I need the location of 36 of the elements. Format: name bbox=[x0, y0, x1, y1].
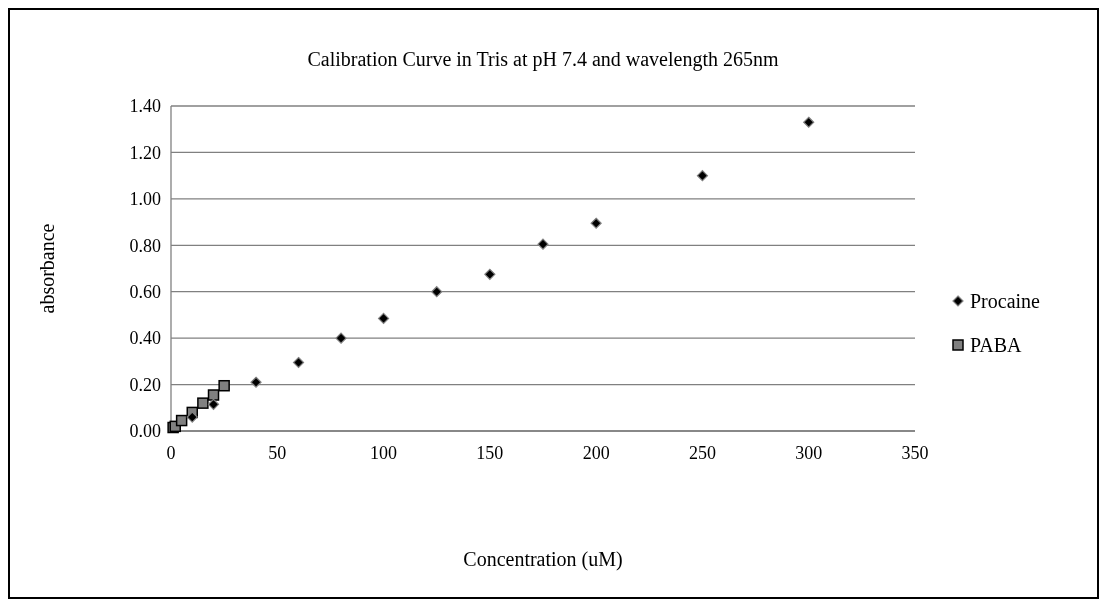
x-tick-label: 150 bbox=[476, 443, 504, 463]
x-tick-label: 0 bbox=[166, 443, 176, 463]
point bbox=[377, 312, 390, 325]
y-tick-label: 1.40 bbox=[129, 96, 161, 117]
y-tick-label: 0.40 bbox=[129, 328, 161, 349]
x-tick-label: 200 bbox=[582, 443, 610, 463]
y-tick-label: 1.00 bbox=[129, 189, 161, 210]
y-tick-label: 0.80 bbox=[129, 235, 161, 256]
x-tick-label: 350 bbox=[901, 443, 929, 463]
point bbox=[803, 116, 815, 128]
point bbox=[175, 414, 188, 427]
point bbox=[218, 379, 230, 392]
point bbox=[292, 356, 305, 369]
point bbox=[197, 397, 209, 409]
x-tick-label: 250 bbox=[688, 443, 716, 463]
point bbox=[207, 389, 220, 401]
legend-label: PABA bbox=[970, 334, 1023, 356]
chart-title: Calibration Curve in Tris at pH 7.4 and wavelength 265nm bbox=[307, 48, 779, 71]
point bbox=[484, 268, 496, 280]
x-tick-label: 100 bbox=[370, 443, 398, 463]
y-tick-label: 1.20 bbox=[129, 142, 161, 163]
point bbox=[250, 376, 262, 388]
y-tick-label: 0.00 bbox=[129, 421, 161, 442]
x-tick-label: 300 bbox=[795, 443, 823, 463]
point bbox=[207, 398, 220, 410]
y-tick-label: 0.20 bbox=[129, 374, 161, 395]
y-axis-title: absorbance bbox=[36, 223, 58, 314]
point bbox=[335, 332, 347, 344]
point bbox=[696, 170, 709, 182]
legend-label: Procaine bbox=[970, 290, 1041, 312]
point bbox=[431, 286, 443, 298]
point bbox=[590, 217, 602, 229]
x-tick-label: 50 bbox=[268, 443, 287, 463]
y-tick-label: 0.60 bbox=[129, 282, 161, 303]
x-axis-title: Concentration (uM) bbox=[463, 548, 623, 571]
point bbox=[537, 238, 549, 250]
